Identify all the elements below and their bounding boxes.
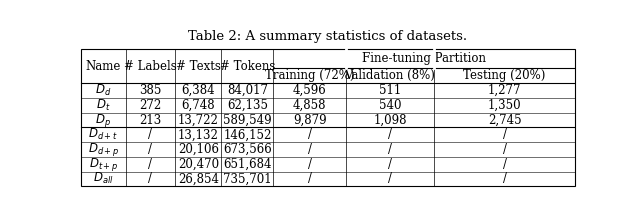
Text: $D_{t+p}$: $D_{t+p}$ [89,156,118,173]
Text: 9,879: 9,879 [293,114,326,127]
Text: 735,701: 735,701 [223,172,272,185]
Text: /: / [148,172,152,185]
Bar [81,49,575,186]
Text: /: / [308,172,312,185]
Text: 673,566: 673,566 [223,143,272,156]
Text: 62,135: 62,135 [227,99,268,112]
Text: 13,132: 13,132 [178,128,219,141]
Text: # Tokens: # Tokens [220,60,275,73]
Text: $D_t$: $D_t$ [96,98,111,113]
Text: $D_{d+t}$: $D_{d+t}$ [88,127,118,142]
Text: 213: 213 [140,114,161,127]
Text: /: / [502,128,507,141]
Text: /: / [308,158,312,171]
Text: Table 2: A summary statistics of datasets.: Table 2: A summary statistics of dataset… [188,29,468,43]
Text: /: / [388,158,392,171]
Text: 20,470: 20,470 [178,158,219,171]
Text: 511: 511 [379,84,401,97]
Text: /: / [388,172,392,185]
Text: # Labels: # Labels [124,60,177,73]
Text: 13,722: 13,722 [178,114,219,127]
Text: $D_d$: $D_d$ [95,83,111,98]
Text: 20,106: 20,106 [178,143,219,156]
Text: $D_p$: $D_p$ [95,112,111,128]
Text: 540: 540 [379,99,401,112]
Text: $D_{all}$: $D_{all}$ [93,171,114,186]
Text: 1,350: 1,350 [488,99,522,112]
Text: 146,152: 146,152 [223,128,271,141]
Text: /: / [388,128,392,141]
Text: 6,748: 6,748 [182,99,215,112]
Text: /: / [148,128,152,141]
Text: 6,384: 6,384 [182,84,215,97]
Text: 4,858: 4,858 [293,99,326,112]
Text: /: / [308,128,312,141]
Text: 589,549: 589,549 [223,114,272,127]
Text: Fine-tuning Partition: Fine-tuning Partition [362,52,486,65]
Text: Testing (20%): Testing (20%) [463,69,546,82]
Text: 385: 385 [140,84,162,97]
Text: Validation (8%): Validation (8%) [344,69,435,82]
Text: 4,596: 4,596 [292,84,326,97]
Text: Training (72%): Training (72%) [265,69,355,82]
Text: /: / [502,172,507,185]
Text: /: / [502,143,507,156]
Text: /: / [502,158,507,171]
Text: /: / [148,158,152,171]
Text: /: / [388,143,392,156]
Text: 1,277: 1,277 [488,84,522,97]
Text: 1,098: 1,098 [373,114,407,127]
Text: 2,745: 2,745 [488,114,522,127]
Text: /: / [148,143,152,156]
Text: Name: Name [86,60,121,73]
Text: /: / [308,143,312,156]
Text: 651,684: 651,684 [223,158,271,171]
Text: 84,017: 84,017 [227,84,268,97]
Text: 272: 272 [140,99,161,112]
Text: $D_{d+p}$: $D_{d+p}$ [88,141,119,158]
Text: 26,854: 26,854 [178,172,219,185]
Text: # Texts: # Texts [176,60,221,73]
